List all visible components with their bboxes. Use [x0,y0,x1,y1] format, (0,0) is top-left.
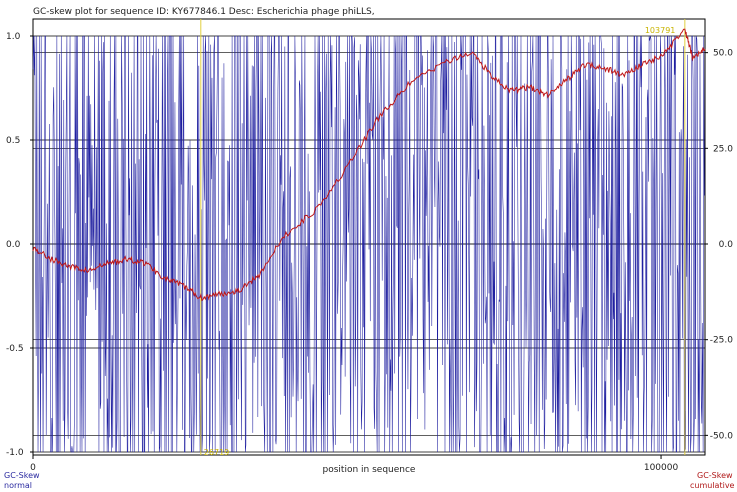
y-right-tick-label: 0.0 [719,240,734,250]
gc-skew-normal-line [32,34,705,453]
y-right-tick-label: -50.0 [710,431,734,441]
series-gc-skew-cumulative [32,28,706,302]
x-tick-label: 100000 [644,463,679,473]
legend-cumulative-title: GC-Skew [697,471,733,480]
legend-normal-sub: normal [4,481,32,490]
y-right-tick-label: 25.0 [713,144,733,154]
series-gc-skew-normal [32,34,705,453]
position-markers: 26719 103791 [200,19,686,457]
y-left-tick-label: 1.0 [6,32,21,42]
gc-skew-cumulative-line [32,28,706,302]
x-axis-label: position in sequence [323,465,416,475]
y-left-tick-label: 0.5 [6,136,20,146]
chart-title: GC-skew plot for sequence ID: KY677846.1… [33,7,375,17]
marker-label-26719: 26719 [204,448,229,457]
x-tick-label: 0 [30,463,36,473]
y-left-tick-label: -0.5 [6,344,24,354]
plot-area-frame [32,18,706,456]
x-axis-ticks: 0 100000 [30,455,678,473]
legend-cumulative-sub: cumulative [690,481,735,490]
y-right-tick-label: -25.0 [710,336,734,346]
legend-normal-title: GC-Skew [4,471,40,480]
marker-label-103791: 103791 [645,26,676,35]
y-left-tick-label: -1.0 [6,448,24,458]
y-axis-right-ticks: 50.0 25.0 0.0 -25.0 -50.0 [705,49,734,441]
y-right-tick-label: 50.0 [713,49,733,59]
y-left-tick-label: 0.0 [6,240,21,250]
y-axis-left-ticks: 1.0 0.5 0.0 -0.5 -1.0 [6,32,33,458]
